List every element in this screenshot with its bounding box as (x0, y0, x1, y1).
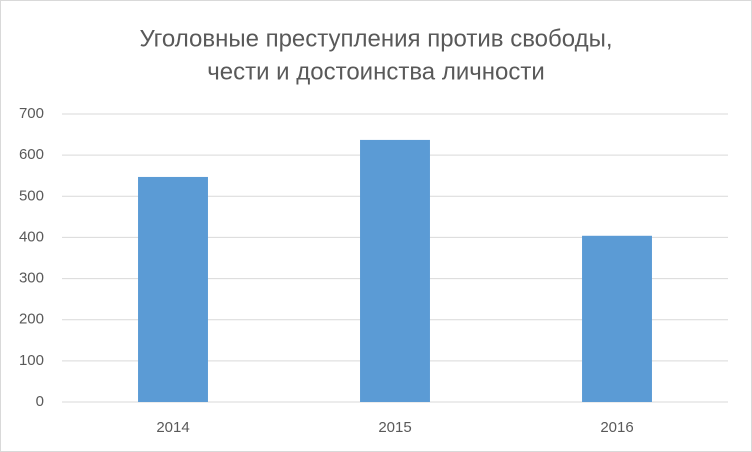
y-tick-label: 300 (19, 270, 44, 287)
bar (582, 235, 652, 402)
y-tick-label: 200 (19, 311, 44, 328)
bar (360, 139, 430, 403)
y-tick-label: 0 (36, 393, 44, 410)
y-tick-label: 700 (19, 105, 44, 122)
x-tick-label: 2015 (378, 419, 411, 436)
y-tick-label: 500 (19, 187, 44, 204)
chart-title: Уголовные преступления против свободы, (139, 25, 612, 52)
y-tick-label: 100 (19, 352, 44, 369)
bar (138, 176, 208, 402)
y-tick-label: 400 (19, 228, 44, 245)
chart-title: чести и достоинства личности (207, 58, 544, 85)
x-tick-label: 2016 (600, 419, 633, 436)
y-tick-label: 600 (19, 146, 44, 163)
x-tick-label: 2014 (156, 419, 189, 436)
